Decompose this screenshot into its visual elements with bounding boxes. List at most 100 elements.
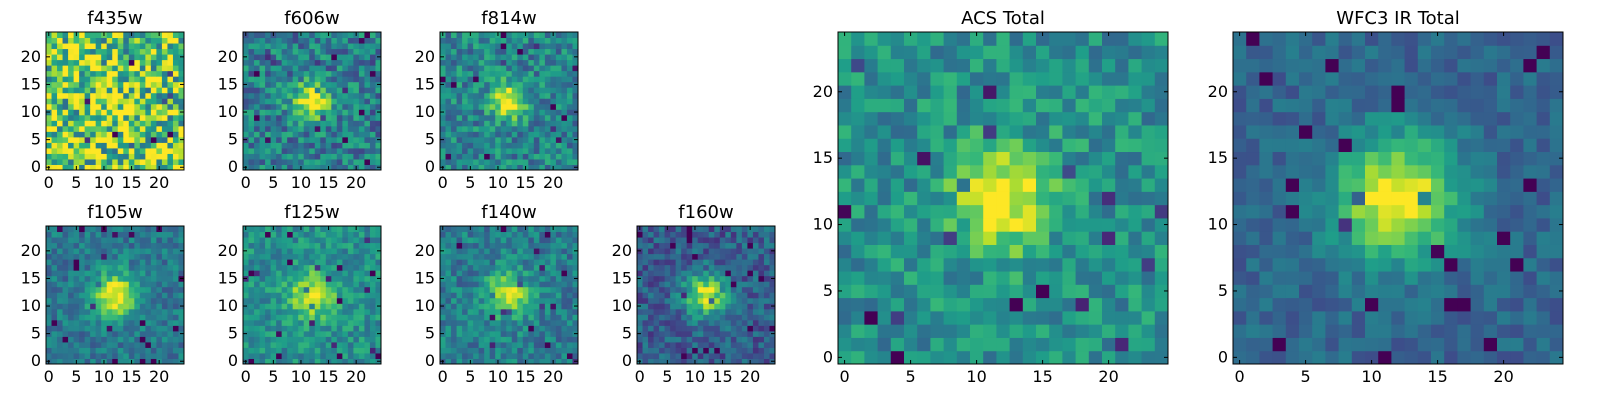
heatmap-cell bbox=[46, 131, 53, 138]
heatmap-cell bbox=[572, 259, 579, 266]
heatmap-cell bbox=[462, 314, 469, 321]
heatmap-cell bbox=[642, 226, 649, 233]
heatmap-cell bbox=[254, 325, 261, 332]
heatmap-cell bbox=[57, 330, 64, 337]
heatmap-cell bbox=[375, 92, 382, 99]
heatmap-cell bbox=[758, 319, 765, 326]
heatmap-cell bbox=[265, 352, 272, 359]
y-tick-label: 10 bbox=[21, 296, 41, 315]
heatmap-cell bbox=[342, 336, 349, 343]
heatmap-cell bbox=[566, 248, 573, 255]
heatmap-cell bbox=[500, 347, 507, 354]
heatmap-cell bbox=[303, 70, 310, 77]
heatmap-cell bbox=[178, 87, 185, 94]
heatmap-cell bbox=[51, 248, 58, 255]
heatmap-cell bbox=[51, 319, 58, 326]
heatmap-cell bbox=[561, 109, 568, 116]
heatmap-cell bbox=[172, 347, 179, 354]
heatmap-cell bbox=[445, 32, 452, 39]
heatmap-cell bbox=[653, 314, 660, 321]
heatmap-cell bbox=[325, 59, 332, 66]
heatmap-cell bbox=[320, 114, 327, 121]
heatmap-cell bbox=[956, 151, 971, 166]
heatmap-cell bbox=[150, 65, 157, 72]
heatmap-cell bbox=[248, 281, 255, 288]
heatmap-cell bbox=[314, 303, 321, 310]
heatmap-cell bbox=[150, 303, 157, 310]
heatmap-cell bbox=[467, 231, 474, 238]
heatmap-cell bbox=[254, 147, 261, 154]
heatmap-cell bbox=[642, 347, 649, 354]
heatmap-cell bbox=[259, 54, 266, 61]
heatmap-cell bbox=[642, 259, 649, 266]
heatmap-cell bbox=[445, 131, 452, 138]
heatmap-cell bbox=[156, 248, 163, 255]
heatmap-cell bbox=[331, 226, 338, 233]
heatmap-cell bbox=[369, 120, 376, 127]
heatmap-cell bbox=[375, 270, 382, 277]
heatmap-cell bbox=[544, 103, 551, 110]
heatmap-cell bbox=[572, 292, 579, 299]
heatmap-cell bbox=[123, 308, 130, 315]
heatmap-cell bbox=[117, 114, 124, 121]
heatmap-cell bbox=[331, 237, 338, 244]
heatmap-cell bbox=[369, 70, 376, 77]
heatmap-cell bbox=[259, 253, 266, 260]
heatmap-cell bbox=[331, 270, 338, 277]
heatmap-cell bbox=[161, 264, 168, 271]
heatmap-cell bbox=[117, 259, 124, 266]
heatmap-cell bbox=[539, 70, 546, 77]
heatmap-cell bbox=[259, 347, 266, 354]
heatmap-cell bbox=[917, 271, 931, 285]
heatmap-cell bbox=[725, 352, 732, 359]
heatmap-cell bbox=[331, 358, 338, 365]
heatmap-cell bbox=[79, 164, 86, 171]
heatmap-cell bbox=[248, 70, 255, 77]
heatmap-cell bbox=[561, 281, 568, 288]
heatmap-cell bbox=[292, 358, 299, 365]
heatmap-cell bbox=[364, 136, 371, 143]
heatmap-cell bbox=[890, 151, 905, 166]
heatmap-cell bbox=[996, 284, 1011, 299]
heatmap-cell bbox=[555, 341, 562, 348]
heatmap-cell bbox=[511, 92, 518, 99]
heatmap-cell bbox=[692, 308, 699, 315]
heatmap-cell bbox=[84, 114, 91, 121]
heatmap-cell bbox=[73, 330, 80, 337]
heatmap-cell bbox=[528, 153, 535, 160]
heatmap-cell bbox=[84, 125, 91, 132]
heatmap-cell bbox=[112, 319, 119, 326]
x-tick-label: 5 bbox=[465, 367, 475, 386]
heatmap-cell bbox=[101, 147, 108, 154]
heatmap-cell bbox=[178, 237, 185, 244]
heatmap-cell bbox=[670, 336, 677, 343]
heatmap-cell bbox=[561, 237, 568, 244]
heatmap-cell bbox=[478, 65, 485, 72]
heatmap-cell bbox=[566, 325, 573, 332]
heatmap-cell bbox=[725, 237, 732, 244]
heatmap-cell bbox=[539, 81, 546, 88]
heatmap-cell bbox=[686, 330, 693, 337]
heatmap-cell bbox=[528, 231, 535, 238]
heatmap-cell bbox=[451, 87, 458, 94]
heatmap-cell bbox=[254, 76, 261, 83]
heatmap-cell bbox=[57, 231, 64, 238]
heatmap-cell bbox=[68, 253, 75, 260]
x-tick-label: 5 bbox=[268, 367, 278, 386]
x-tick-label: 20 bbox=[149, 367, 169, 386]
heatmap-cell bbox=[763, 347, 770, 354]
heatmap-cell bbox=[156, 336, 163, 343]
heatmap-cell bbox=[139, 76, 146, 83]
heatmap-cell bbox=[566, 70, 573, 77]
heatmap-cell bbox=[462, 336, 469, 343]
heatmap-cell bbox=[281, 325, 288, 332]
heatmap-cell bbox=[500, 103, 507, 110]
heatmap-cell bbox=[506, 242, 513, 249]
heatmap-cell bbox=[943, 204, 958, 219]
heatmap-cell bbox=[561, 231, 568, 238]
heatmap-cell bbox=[511, 114, 518, 121]
heatmap-cell bbox=[139, 226, 146, 233]
heatmap-cell bbox=[270, 325, 277, 332]
heatmap-cell bbox=[890, 310, 905, 325]
heatmap-cell bbox=[281, 292, 288, 299]
